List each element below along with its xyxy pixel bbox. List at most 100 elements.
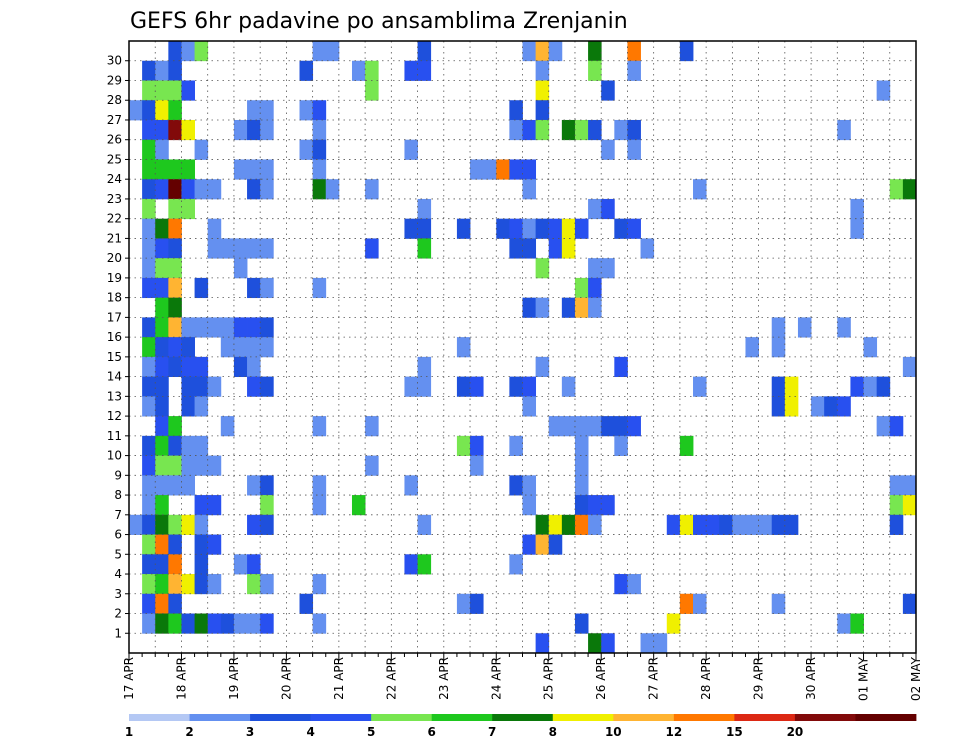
heatmap-cells (129, 41, 917, 654)
cell-m28-t3 (168, 80, 182, 101)
cell-m13-t2 (155, 376, 169, 397)
x-axis-ticks: 17 APR 18 APR 19 APR 20 APR 21 APR 22 APR 23 A… (122, 653, 923, 701)
cell-m16-t2 (155, 317, 169, 338)
cell-m28-t4 (181, 80, 195, 101)
x-tick-label-11: 28 APR (699, 657, 713, 700)
cell-m5-t2 (155, 534, 169, 555)
cell-m26-t4 (181, 119, 195, 141)
cell-m7-t17 (351, 495, 366, 516)
cell-m27-t14 (312, 100, 327, 121)
cell-m16-t6 (207, 317, 222, 338)
y-tick-label-22: 22 (107, 212, 122, 226)
cell-m10-t4 (181, 435, 195, 456)
cell-m7-t14 (312, 495, 327, 516)
cell-m18-t10 (260, 277, 274, 299)
legend-label-3: 4 (306, 725, 314, 739)
cell-m13-t55 (850, 376, 864, 397)
legend-label-0: 1 (125, 725, 133, 739)
cell-m29-t1 (142, 60, 156, 81)
y-tick-label-27: 27 (107, 113, 122, 127)
cell-m22-t36 (601, 198, 615, 220)
cell-m9-t2 (155, 455, 169, 476)
cell-m13-t10 (260, 376, 274, 397)
cell-m26-t33 (561, 119, 576, 141)
cell-m16-t10 (260, 317, 274, 338)
cell-m13-t1 (142, 376, 156, 397)
cell-m28-t31 (535, 80, 550, 101)
y-tick-label-16: 16 (107, 330, 122, 344)
cell-m19-t1 (142, 258, 156, 279)
cell-m25-t13 (299, 139, 314, 160)
cell-m15-t4 (181, 337, 195, 358)
cell-m5-t30 (522, 534, 537, 555)
cell-m7-t1 (142, 495, 156, 516)
cell-m19-t8 (233, 258, 248, 279)
cell-m21-t28 (496, 218, 510, 239)
cell-m13-t49 (771, 376, 786, 397)
cell-m20-t3 (168, 238, 182, 259)
cell-m29-t21 (404, 60, 418, 81)
cell-m3-t5 (194, 574, 209, 595)
cell-m28-t1 (142, 80, 156, 101)
cell-m16-t51 (797, 317, 812, 338)
cell-m21-t21 (404, 218, 418, 239)
cell-m2-t42 (679, 593, 694, 614)
cell-m30-t42 (679, 41, 694, 62)
cell-m26-t38 (627, 119, 641, 141)
cell-m20-t18 (365, 238, 379, 259)
legend-label-11: 20 (787, 725, 804, 739)
cell-m29-t13 (299, 60, 314, 81)
cell-m13-t43 (693, 376, 707, 397)
cell-m23-t15 (325, 179, 340, 200)
y-tick-label-15: 15 (107, 350, 122, 364)
cell-m13-t6 (207, 376, 222, 397)
cell-m18-t1 (142, 277, 156, 299)
cell-m17-t3 (168, 297, 182, 318)
cell-m16-t5 (194, 317, 209, 338)
x-tick-label-0: 17 APR (122, 657, 136, 700)
cell-m16-t3 (168, 317, 182, 338)
cell-m20-t29 (509, 238, 523, 259)
legend-label-6: 7 (488, 725, 496, 739)
legend-swatch-11 (794, 714, 856, 721)
cell-m3-t10 (260, 574, 274, 595)
legend-label-9: 12 (665, 725, 682, 739)
cell-m18-t3 (168, 277, 182, 299)
cell-m20-t33 (561, 238, 576, 259)
cell-m6-t49 (771, 514, 786, 535)
cell-m12-t2 (155, 396, 169, 417)
cell-m24-t10 (260, 159, 274, 180)
cell-m11-t36 (601, 416, 615, 437)
cell-m19-t3 (168, 258, 182, 279)
cell-m8-t21 (404, 475, 418, 496)
cell-m3-t37 (614, 574, 628, 595)
cell-m23-t4 (181, 179, 195, 200)
cell-m0-t31 (535, 633, 550, 654)
cell-m29-t2 (155, 60, 169, 81)
cell-m6-t0 (129, 514, 143, 535)
cell-m1-t5 (194, 613, 209, 634)
x-tick-label-1: 18 APR (174, 657, 188, 700)
cell-m26-t9 (247, 119, 261, 141)
cell-m20-t1 (142, 238, 156, 259)
cell-m27-t31 (535, 100, 550, 121)
cell-m24-t8 (233, 159, 248, 180)
cell-m18-t2 (155, 277, 169, 299)
cell-m24-t14 (312, 159, 327, 180)
legend-swatch-4 (371, 714, 433, 721)
cell-m1-t3 (168, 613, 182, 634)
cell-m26-t37 (614, 119, 628, 141)
cell-m6-t22 (417, 514, 432, 535)
cell-m23-t9 (247, 179, 261, 200)
cell-m2-t43 (693, 593, 707, 614)
y-tick-label-25: 25 (107, 152, 122, 166)
cell-m9-t18 (365, 455, 379, 476)
cell-m13-t22 (417, 376, 432, 397)
cell-m8-t10 (260, 475, 274, 496)
cell-m26-t35 (588, 119, 602, 141)
cell-m24-t26 (470, 159, 484, 180)
cell-m14-t2 (155, 356, 169, 378)
cell-m15-t25 (456, 337, 471, 358)
cell-m26-t30 (522, 119, 537, 141)
cell-m26-t14 (312, 119, 327, 141)
